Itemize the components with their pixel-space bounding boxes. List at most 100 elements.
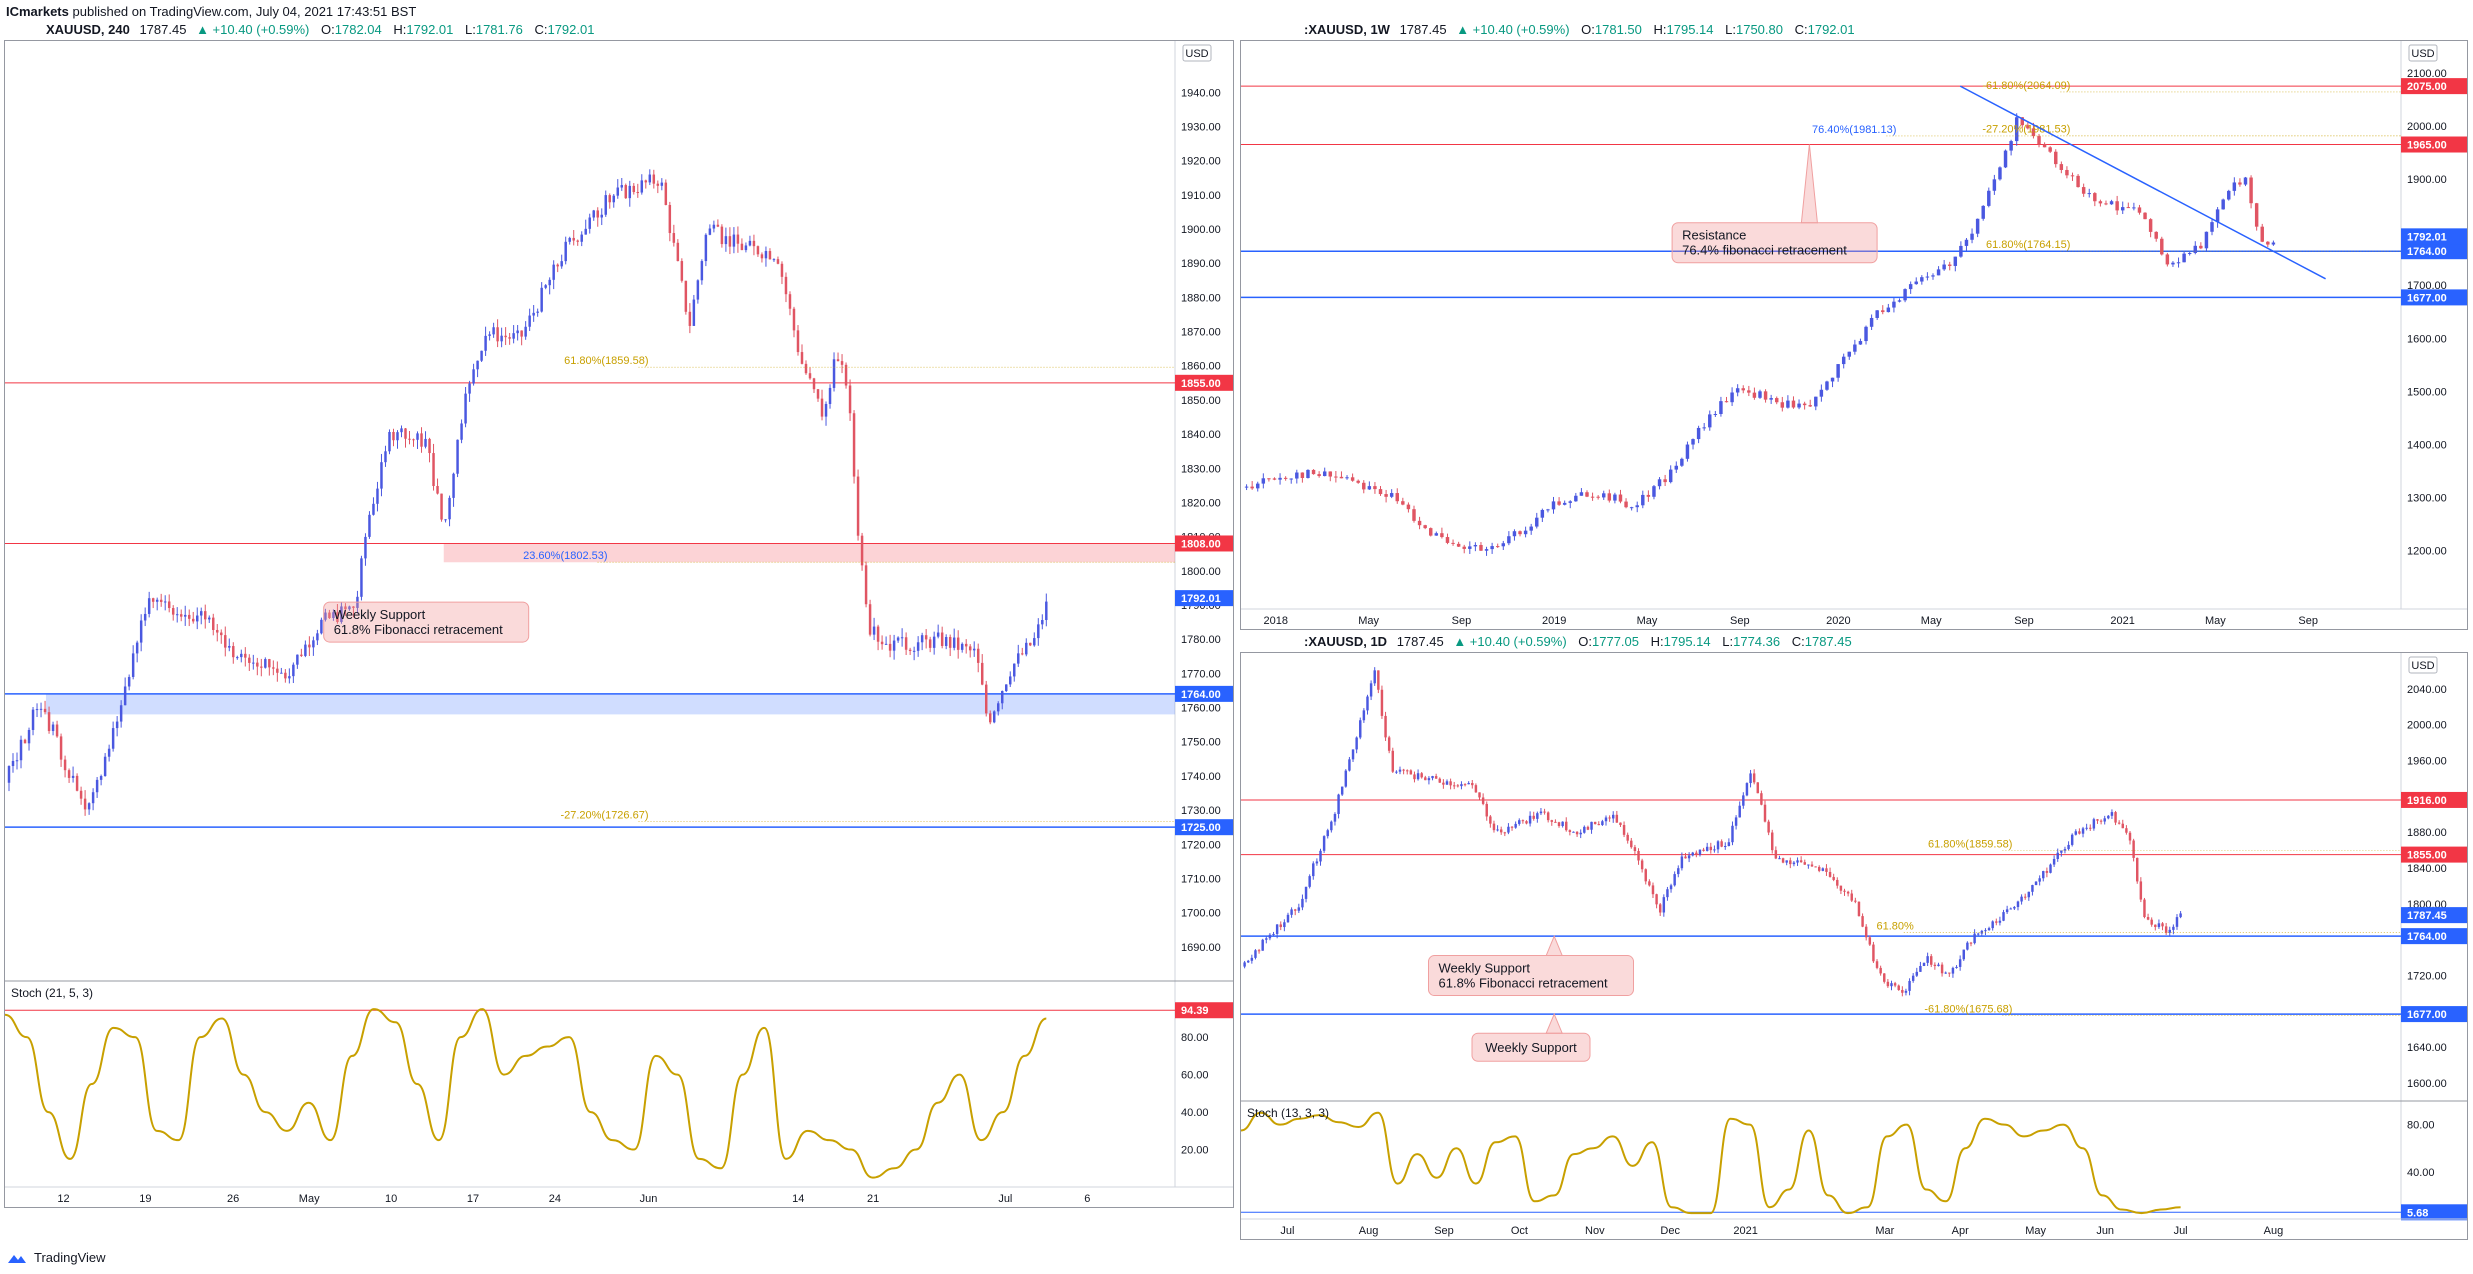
h4-candle (512, 333, 515, 339)
h4-candle (868, 604, 872, 635)
daily-candle (2085, 827, 2088, 829)
h4-candle (332, 612, 335, 618)
daily-candle (1359, 720, 1362, 738)
weekly-candle (1540, 509, 1545, 518)
weekly-candle (1367, 486, 1372, 490)
h4-fib-label: -27.20%(1726.67) (560, 809, 648, 821)
h4-candle (1017, 653, 1020, 664)
h4-candle (564, 241, 567, 262)
daily-candle (1622, 825, 1626, 835)
daily-candle (1919, 966, 1922, 972)
daily-chart-panel[interactable]: USD1600.001640.001680.001720.001760.0018… (1240, 652, 2468, 1240)
h4-candle (556, 264, 559, 267)
daily-candle (1492, 823, 1496, 831)
h4-candle (812, 378, 816, 390)
h4-candle (476, 360, 479, 370)
weekly-chart-panel[interactable]: USD 1200.00 1300.00 1400.00 1500.00 1600.00 17… (1240, 40, 2468, 630)
daily-candle (1406, 770, 1409, 772)
h4-candle (632, 185, 636, 193)
weekly-candle (1311, 469, 1316, 475)
weekly-y-tick: 1600.00 (2407, 333, 2447, 345)
daily-candle (2060, 850, 2063, 853)
daily-candle (2013, 906, 2016, 909)
h4-x-tick: 21 (867, 1193, 879, 1205)
daily-stoch-tag-label: 5.68 (2407, 1207, 2428, 1219)
tradingview-footer[interactable]: TradingView (6, 1250, 106, 1265)
daily-candle (1846, 891, 1850, 894)
h4-candle (568, 237, 571, 242)
h4-candle (83, 798, 87, 810)
weekly-fib-label: 61.80%(1764.15) (1986, 239, 2070, 251)
weekly-candle (1780, 402, 1785, 408)
weekly-candle (1535, 517, 1539, 527)
weekly-price-tag-label: 1965.00 (2407, 140, 2447, 152)
weekly-candle (1613, 494, 1617, 501)
daily-candle (1655, 894, 1658, 905)
daily-callout-box (1471, 1032, 1591, 1062)
daily-fib-label: 61.80% (1876, 921, 1914, 933)
h4-candle (276, 668, 279, 673)
daily-candle (1864, 926, 1868, 938)
daily-candle (2150, 919, 2153, 925)
weekly-candle (1362, 482, 1366, 490)
daily-candle (1630, 840, 1633, 848)
daily-chart[interactable]: USD1600.001640.001680.001720.001760.0018… (1241, 653, 2468, 1240)
daily-candle (2078, 831, 2081, 834)
h4-candle (544, 285, 547, 288)
h4-candle (728, 236, 732, 247)
weekly-candle (1741, 388, 1745, 391)
daily-candle (2161, 923, 2164, 927)
weekly-candle (1791, 400, 1796, 408)
h4-candle (376, 488, 379, 504)
h4-chart[interactable]: USD1690.001700.001710.001720.001730.0017… (5, 41, 1234, 1208)
daily-candle (1293, 909, 1297, 911)
weekly-fib-label: 76.40%(1981.13) (1812, 124, 1896, 136)
daily-x-tick: May (2025, 1225, 2046, 1237)
weekly-candle (2115, 201, 2119, 211)
daily-candle (1301, 898, 1304, 908)
weekly-candle (1267, 478, 1271, 480)
daily-candle (1890, 983, 1893, 987)
daily-candle (1438, 778, 1441, 783)
daily-candle (2049, 864, 2052, 873)
h4-candle (540, 287, 543, 312)
daily-candle (1344, 770, 1348, 787)
daily-candle (1980, 930, 1984, 934)
h4-y-tick: 1880.00 (1181, 292, 1221, 304)
h4-y-tick: 1750.00 (1181, 737, 1221, 749)
h4-candle (1037, 624, 1040, 639)
weekly-candle (1752, 392, 1757, 398)
weekly-chart[interactable]: USD 1200.00 1300.00 1400.00 1500.00 1600.00 17… (1241, 41, 2468, 630)
daily-candle (2005, 909, 2009, 913)
weekly-candle (1345, 477, 1349, 479)
h4-candle (972, 648, 976, 651)
weekly-callout-text: 76.4% fibonacci retracement (1682, 243, 1847, 258)
daily-candle (1427, 778, 1431, 781)
weekly-candle (1295, 472, 1299, 479)
daily-candle (1633, 847, 1637, 852)
h4-candle (516, 330, 519, 334)
h4-x-tick: 12 (57, 1193, 69, 1205)
h4-candle (980, 662, 984, 685)
weekly-candle (2037, 136, 2041, 145)
daily-candle (1449, 781, 1452, 786)
h4-candle (748, 240, 752, 246)
daily-candle (1387, 737, 1391, 751)
daily-candle (2143, 899, 2146, 918)
h4-candle (392, 431, 395, 441)
h4-chart-panel[interactable]: USD 1690.00 1700.00 1710.00 1720.00 1730.00 17… (4, 40, 1234, 1208)
h4-candle (552, 264, 555, 280)
weekly-candle (1680, 458, 1684, 466)
daily-candle (2067, 844, 2070, 850)
h4-candle (508, 337, 511, 339)
weekly-candle (2221, 199, 2225, 210)
h4-candle (127, 676, 131, 687)
weekly-candle (1579, 492, 1584, 496)
daily-candle (1789, 860, 1792, 865)
weekly-x-tick: 2019 (1542, 615, 1566, 627)
daily-candle (1283, 922, 1286, 928)
weekly-candle (1730, 392, 1734, 403)
weekly-fib-label: -27.20%(1981.53) (1982, 124, 2070, 136)
h4-candle (784, 276, 788, 295)
daily-candle (1312, 863, 1315, 877)
